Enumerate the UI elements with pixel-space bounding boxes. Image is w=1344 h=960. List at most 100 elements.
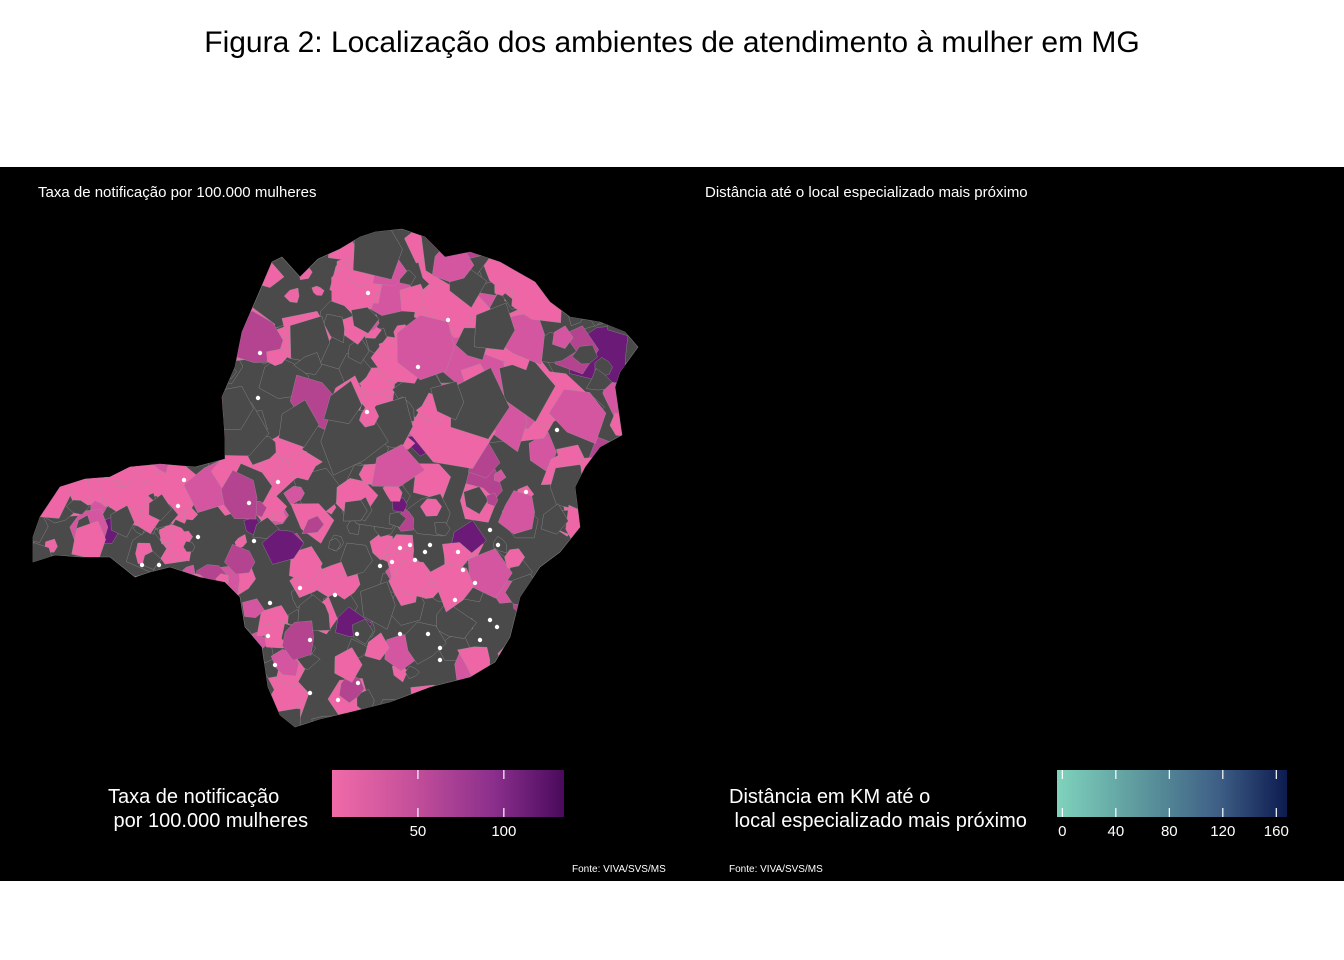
service-location-marker (445, 317, 451, 323)
municipality (184, 508, 199, 521)
service-location-marker (487, 617, 493, 623)
municipality (340, 542, 373, 578)
service-location-marker (355, 680, 361, 686)
municipality (33, 242, 85, 287)
municipality (163, 417, 208, 450)
service-location-marker (495, 542, 501, 548)
service-location-marker (494, 624, 500, 630)
distance-map-panel: Distância até o local especializado mais… (672, 167, 1344, 881)
service-location-marker (275, 479, 281, 485)
legend-colorbar (1057, 770, 1287, 817)
municipality (323, 380, 362, 424)
municipality (68, 679, 88, 701)
municipality (188, 601, 220, 631)
service-location-marker (364, 409, 370, 415)
municipality (33, 574, 57, 599)
municipality (170, 299, 187, 320)
municipality (64, 298, 81, 316)
municipality (170, 649, 205, 685)
service-location-marker (267, 600, 273, 606)
municipality (571, 260, 631, 327)
municipality (211, 251, 226, 266)
municipality (399, 714, 421, 727)
municipality (37, 585, 55, 603)
service-location-marker (156, 562, 162, 568)
legend-title: Taxa de notificação por 100.000 mulheres (108, 786, 309, 832)
legend-title: Distância em KM até o local especializad… (729, 786, 1027, 832)
mg-rate-map (32, 228, 639, 728)
municipality (266, 347, 288, 366)
municipality (550, 590, 584, 623)
municipality (237, 241, 262, 270)
municipality (114, 645, 132, 669)
municipality (417, 720, 432, 727)
municipality (521, 659, 540, 675)
municipality (622, 565, 638, 595)
municipality (152, 655, 188, 697)
municipality (486, 492, 499, 507)
municipality (521, 236, 546, 260)
municipality (572, 344, 598, 365)
service-location-marker (389, 559, 395, 565)
service-location-marker (181, 477, 187, 483)
municipality (527, 613, 545, 633)
municipality (607, 529, 635, 567)
municipality (33, 279, 40, 303)
municipality (599, 577, 615, 596)
municipality (623, 383, 638, 411)
municipality (343, 499, 368, 522)
municipality (520, 668, 542, 688)
municipality (51, 312, 83, 346)
municipality (89, 674, 124, 702)
municipality (139, 717, 156, 727)
municipality (148, 229, 209, 263)
notification-rate-map-panel: Taxa de notificação por 100.000 mulheres… (0, 167, 672, 881)
municipality (148, 323, 220, 382)
municipality (599, 545, 628, 570)
municipality (238, 682, 266, 718)
municipality (399, 283, 429, 313)
municipality (195, 616, 223, 641)
municipality (37, 443, 66, 482)
municipality (555, 254, 590, 285)
municipality (413, 463, 451, 501)
municipality (158, 356, 197, 391)
municipality (410, 684, 452, 717)
municipality (541, 503, 569, 535)
municipality (136, 613, 150, 628)
service-location-marker (415, 364, 421, 370)
municipality (311, 715, 340, 727)
municipality (604, 675, 638, 707)
municipality (33, 289, 73, 337)
municipality (352, 618, 374, 645)
municipality (113, 669, 153, 712)
municipality (548, 389, 607, 444)
municipality (183, 541, 196, 553)
municipality (105, 631, 122, 649)
municipality (289, 546, 323, 585)
municipality (404, 621, 447, 665)
municipality (126, 358, 187, 432)
municipality (122, 382, 158, 413)
municipality (233, 229, 255, 250)
municipality (127, 639, 156, 671)
municipality (154, 229, 223, 263)
municipality (33, 593, 47, 620)
legend-tick-label: 40 (1107, 823, 1125, 840)
municipality (442, 542, 474, 570)
municipality (293, 352, 322, 375)
municipality (167, 380, 221, 433)
municipality (567, 229, 632, 265)
municipality (95, 385, 133, 413)
municipality (125, 618, 146, 643)
municipality (499, 359, 556, 422)
municipality (563, 600, 579, 613)
municipality (58, 232, 105, 282)
municipality (66, 499, 90, 515)
municipality (550, 464, 599, 511)
municipality (37, 385, 62, 408)
service-location-marker (554, 427, 560, 433)
municipality (110, 505, 135, 538)
municipality (83, 634, 108, 662)
municipality (33, 282, 71, 323)
